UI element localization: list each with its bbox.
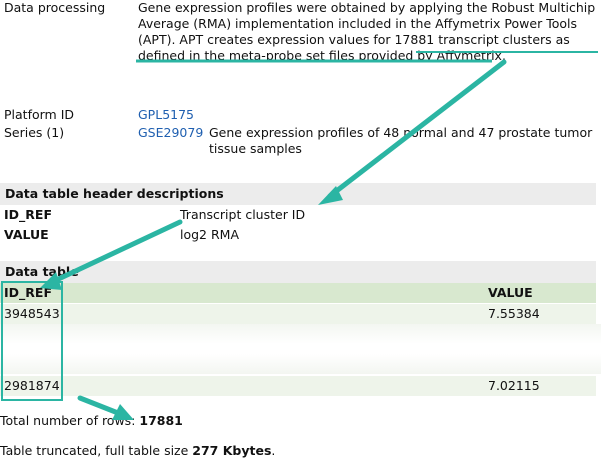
column-header-id-ref: ID_REF bbox=[4, 285, 52, 300]
arrowhead-icon bbox=[40, 272, 62, 290]
table-cell-value: 7.55384 bbox=[488, 306, 540, 321]
column-header-value: VALUE bbox=[488, 285, 533, 300]
data-processing-label: Data processing bbox=[4, 0, 106, 15]
table-size-value: 277 Kbytes bbox=[192, 443, 272, 458]
data-processing-line: Gene expression profiles were obtained b… bbox=[138, 0, 596, 15]
header-desc-value: Transcript cluster ID bbox=[180, 207, 306, 222]
arrow-icon bbox=[327, 59, 507, 199]
table-row: 3948543 7.55384 bbox=[0, 304, 596, 324]
header-desc-key: VALUE bbox=[4, 227, 49, 242]
header-desc-value: log2 RMA bbox=[180, 227, 240, 242]
header-desc-key: ID_REF bbox=[4, 207, 52, 222]
data-processing-line: Average (RMA) implementation included in… bbox=[138, 16, 577, 31]
table-cell-id: 3948543 bbox=[4, 306, 60, 321]
platform-link[interactable]: GPL5175 bbox=[138, 107, 194, 122]
column-highlight-box bbox=[1, 281, 63, 401]
truncation-tear bbox=[0, 324, 601, 374]
arrowhead-icon bbox=[112, 404, 134, 420]
series-link[interactable]: GSE29079 bbox=[138, 125, 204, 140]
data-processing-line: defined in the meta-probe set files prov… bbox=[138, 48, 506, 63]
row-count-value: 17881 bbox=[139, 413, 183, 428]
table-row: 2981874 7.02115 bbox=[0, 376, 596, 396]
data-processing-line: (APT). APT creates expression values for… bbox=[138, 32, 570, 47]
truncation-note: Table truncated, full table size 277 Kby… bbox=[0, 443, 276, 458]
row-count-text: Total number of rows: 17881 bbox=[0, 413, 183, 428]
arrow-icon bbox=[77, 395, 121, 416]
series-title: Gene expression profiles of 48 normal an… bbox=[209, 125, 593, 140]
header-descriptions-title: Data table header descriptions bbox=[0, 183, 596, 205]
arrowhead-icon bbox=[318, 186, 343, 205]
data-table-header-row: ID_REF VALUE bbox=[0, 283, 596, 303]
data-table-title: Data table bbox=[0, 261, 596, 283]
series-label: Series (1) bbox=[4, 125, 65, 140]
platform-label: Platform ID bbox=[4, 107, 75, 122]
table-cell-id: 2981874 bbox=[4, 378, 60, 393]
data-processing-text: Gene expression profiles were obtained b… bbox=[138, 0, 598, 64]
series-title-cont: tissue samples bbox=[209, 141, 302, 156]
arrow-icon bbox=[47, 219, 183, 286]
table-cell-value: 7.02115 bbox=[488, 378, 540, 393]
